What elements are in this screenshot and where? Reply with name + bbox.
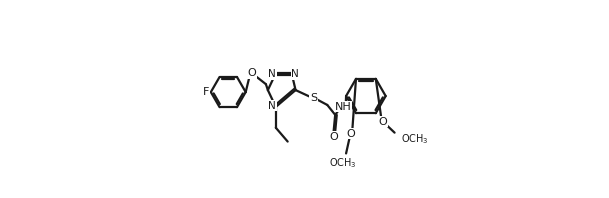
Text: O: O — [247, 68, 256, 78]
Text: N: N — [269, 69, 276, 79]
Text: NH: NH — [335, 102, 351, 112]
Text: O: O — [330, 132, 339, 142]
Text: N: N — [269, 101, 276, 111]
Text: OCH$_3$: OCH$_3$ — [401, 133, 428, 147]
Text: N: N — [291, 69, 299, 79]
Text: O: O — [378, 117, 387, 127]
Text: O: O — [347, 129, 356, 139]
Text: OCH$_3$: OCH$_3$ — [329, 156, 357, 170]
Text: F: F — [203, 87, 209, 97]
Text: S: S — [310, 93, 317, 103]
